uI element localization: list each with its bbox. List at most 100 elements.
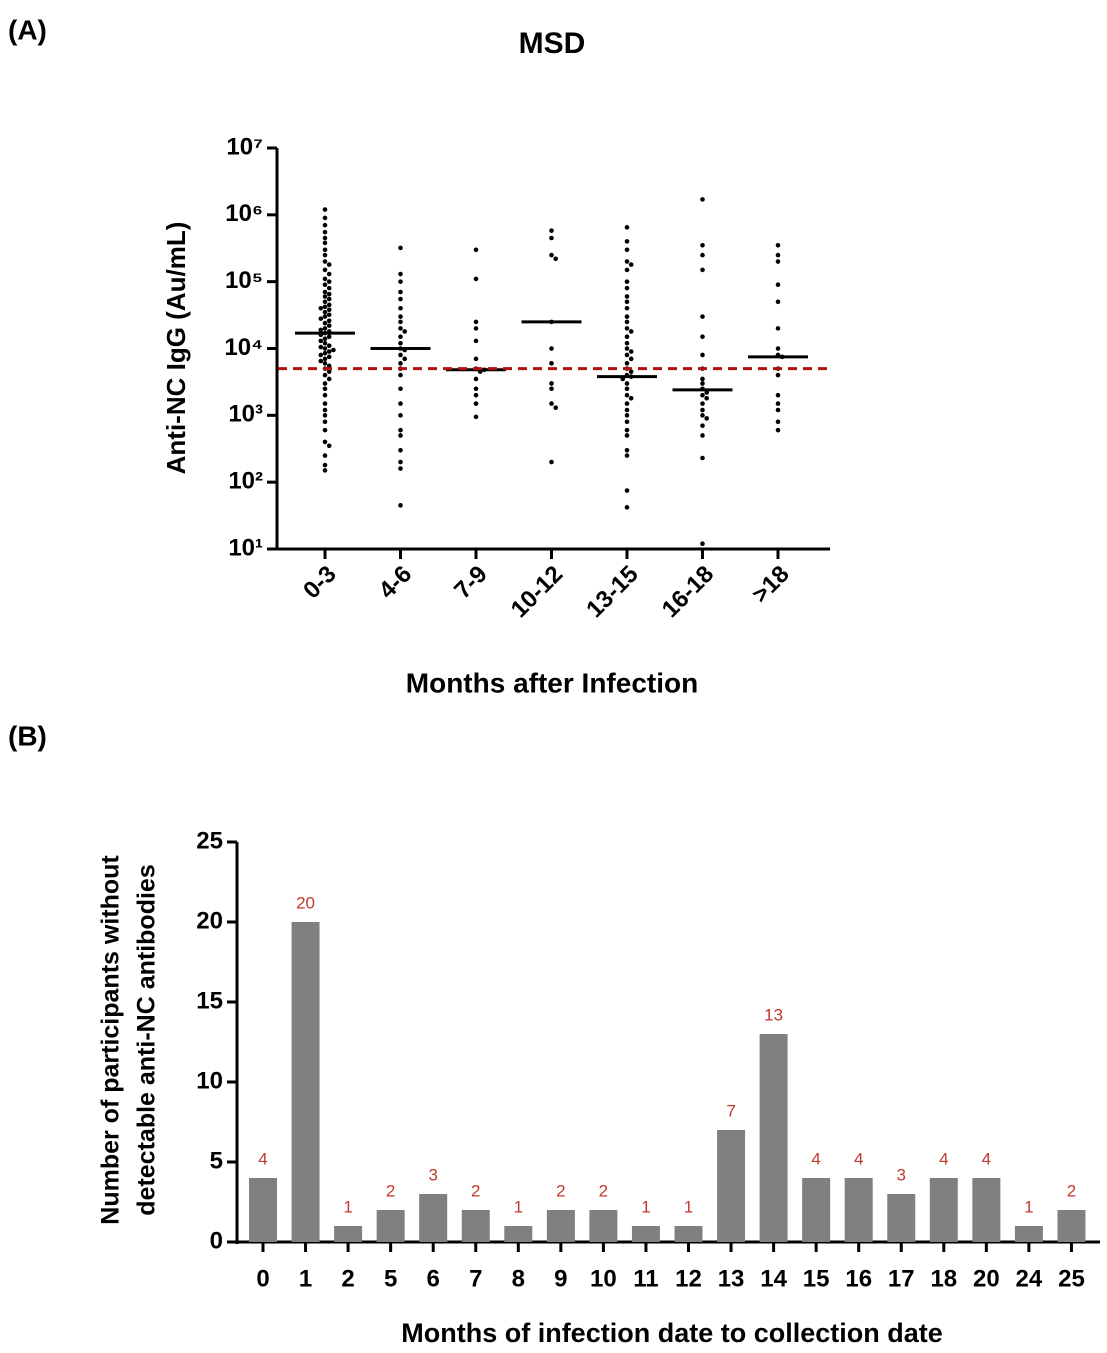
data-point [322, 326, 328, 331]
y-tick-label: 10⁷ [226, 133, 263, 160]
data-point [775, 372, 781, 378]
data-point [322, 392, 328, 398]
data-point [628, 356, 634, 362]
data-point [322, 439, 328, 445]
value-label: 7 [726, 1101, 735, 1120]
data-point [624, 279, 630, 284]
value-label: 1 [1024, 1197, 1033, 1216]
x-axis-label: Months after Infection [406, 667, 698, 698]
x-tick-label: 0 [256, 1265, 269, 1292]
data-point [326, 302, 332, 308]
data-point [624, 319, 630, 325]
data-point [624, 340, 630, 346]
data-point [473, 376, 479, 382]
data-point [624, 447, 630, 453]
data-point [624, 381, 630, 386]
bar [589, 1210, 618, 1242]
data-point [700, 252, 705, 258]
bar [334, 1226, 363, 1242]
data-point [624, 305, 630, 311]
data-point [700, 197, 705, 202]
data-point [398, 279, 403, 284]
data-point [700, 455, 705, 461]
data-point [322, 356, 328, 362]
bar [674, 1226, 703, 1242]
value-label: 2 [556, 1181, 565, 1200]
value-label: 2 [386, 1181, 395, 1200]
data-point [318, 316, 324, 321]
data-point [398, 401, 403, 406]
data-point [549, 386, 554, 392]
x-tick-label: 7 [469, 1265, 482, 1292]
data-point [624, 267, 630, 273]
data-point [322, 419, 328, 425]
x-tick-label: 15 [803, 1265, 830, 1292]
bar [887, 1194, 916, 1242]
data-point [322, 299, 328, 305]
data-point [402, 329, 408, 334]
x-tick-label: 0-3 [298, 561, 342, 605]
data-point [700, 541, 705, 547]
y-tick-label: 15 [196, 987, 223, 1014]
data-point [775, 252, 781, 258]
data-point [704, 395, 709, 401]
data-point [326, 334, 332, 340]
bar [249, 1178, 277, 1242]
data-point [775, 419, 781, 425]
y-axis-label: Number of participants without [97, 855, 125, 1225]
data-point [326, 376, 332, 382]
bar [504, 1226, 533, 1242]
data-point [473, 414, 479, 420]
data-point [322, 336, 328, 342]
data-point [326, 349, 332, 354]
value-label: 4 [982, 1149, 991, 1168]
data-point [700, 376, 705, 382]
data-point [322, 294, 328, 299]
bar [631, 1226, 660, 1242]
data-point [473, 386, 479, 392]
data-point [398, 413, 403, 418]
data-point [700, 314, 705, 319]
data-point [700, 267, 705, 273]
data-point [473, 276, 479, 282]
data-point [624, 334, 630, 340]
data-point [624, 427, 630, 433]
data-point [624, 419, 630, 425]
data-point [322, 381, 328, 386]
data-point [326, 271, 332, 277]
value-label: 2 [599, 1181, 608, 1200]
data-point [775, 401, 781, 406]
data-point [624, 453, 630, 458]
data-point [322, 453, 328, 458]
bar [802, 1178, 831, 1242]
value-label: 4 [854, 1149, 863, 1168]
bar [461, 1210, 490, 1242]
data-point [549, 252, 554, 258]
data-point [775, 243, 781, 248]
data-point [473, 247, 479, 253]
data-point [473, 356, 479, 362]
value-label: 3 [428, 1165, 437, 1184]
data-point [398, 361, 403, 366]
data-point [326, 354, 332, 360]
data-point [775, 282, 781, 288]
data-point [398, 503, 403, 508]
data-point [322, 240, 328, 246]
data-point [700, 381, 705, 386]
data-point [624, 314, 630, 319]
data-point [624, 386, 630, 392]
value-label: 1 [343, 1197, 352, 1216]
data-point [700, 334, 705, 340]
data-point [775, 346, 781, 351]
x-tick-label: 13 [718, 1265, 745, 1292]
x-tick-label: 1 [299, 1265, 312, 1292]
y-tick-label: 10⁵ [225, 267, 263, 294]
value-label: 1 [514, 1197, 523, 1216]
data-point [398, 427, 403, 433]
data-point [549, 235, 554, 241]
x-tick-label: 13-15 [581, 561, 644, 624]
data-point [398, 296, 403, 302]
x-tick-label: 20 [973, 1265, 1000, 1292]
bar [376, 1210, 405, 1242]
data-point [628, 262, 634, 267]
